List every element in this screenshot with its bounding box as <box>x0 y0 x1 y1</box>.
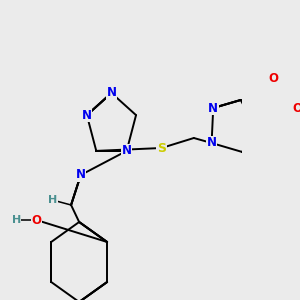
Text: N: N <box>106 86 116 100</box>
Text: H: H <box>48 195 57 205</box>
Text: O: O <box>268 71 278 85</box>
Text: N: N <box>207 136 217 149</box>
Text: O: O <box>292 101 300 115</box>
Text: O: O <box>31 214 41 226</box>
Text: N: N <box>208 101 218 115</box>
Text: N: N <box>76 169 86 182</box>
Text: N: N <box>122 144 132 158</box>
Text: S: S <box>157 142 166 154</box>
Text: N: N <box>82 109 92 122</box>
Text: H: H <box>11 215 21 225</box>
